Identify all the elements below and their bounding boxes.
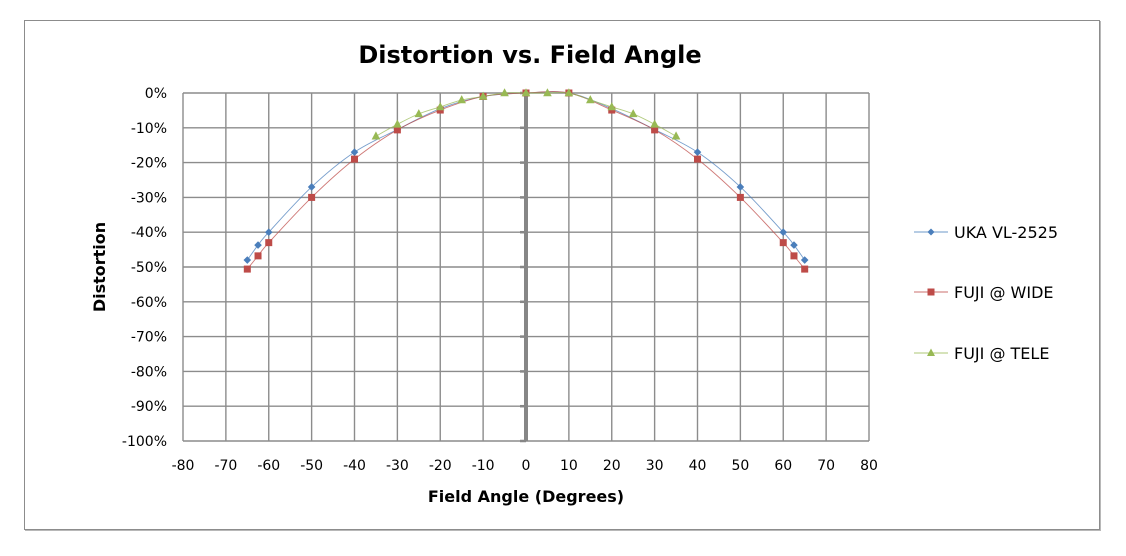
x-tick-label: -10	[472, 458, 495, 474]
data-point-diamond	[254, 241, 262, 249]
y-tick-label: -100%	[122, 434, 167, 450]
x-tick-label: -30	[386, 458, 409, 474]
data-point-square	[308, 193, 316, 201]
data-point-square	[243, 265, 251, 273]
data-point-triangle	[478, 91, 488, 100]
x-axis-title: Field Angle (Degrees)	[428, 487, 624, 506]
y-tick-label: -10%	[131, 121, 167, 137]
x-tick-label: -40	[343, 458, 366, 474]
x-tick-label: 60	[774, 458, 792, 474]
y-tick-label: -70%	[131, 330, 167, 346]
legend-label: UKA VL-2525	[954, 223, 1058, 242]
y-tick-label: -50%	[131, 260, 167, 276]
data-point-triangle	[521, 88, 531, 97]
data-point-square	[779, 239, 787, 247]
data-point-square	[801, 265, 809, 273]
y-tick-label: -90%	[131, 399, 167, 415]
data-point-triangle	[414, 109, 424, 118]
legend-label: FUJI @ TELE	[954, 344, 1049, 363]
x-tick-label: -20	[429, 458, 452, 474]
data-point-triangle	[607, 102, 617, 111]
data-point-diamond	[350, 148, 359, 156]
data-point-diamond	[800, 256, 809, 264]
data-point-triangle	[650, 119, 659, 128]
x-tick-label: 10	[560, 458, 578, 474]
legend-item: UKA VL-2525	[914, 223, 1058, 242]
data-point-diamond	[243, 256, 252, 264]
y-axis-line	[520, 91, 528, 443]
data-point-diamond	[779, 228, 788, 236]
x-tick-label: 40	[689, 458, 707, 474]
data-point-diamond	[264, 228, 273, 236]
y-axis-title: Distortion	[90, 222, 109, 312]
legend-item: FUJI @ WIDE	[914, 283, 1054, 302]
data-point-square	[393, 126, 401, 134]
data-point-triangle	[671, 131, 681, 140]
legend: UKA VL-2525 FUJI @ WIDE FUJI @ TELE	[914, 223, 1058, 363]
legend-item: FUJI @ TELE	[914, 344, 1049, 363]
data-point-diamond	[693, 148, 702, 156]
x-tick-labels: -80 -70 -60 -50 -40 -30 -20 -10 0 10 20 30 40 50 60 70 8…	[172, 458, 878, 474]
chart-title: Distortion vs. Field Angle	[358, 41, 701, 69]
y-tick-labels: 0% -10% -20% -30% -40% -50% -60% -70% -80% -90% -1…	[122, 86, 167, 450]
data-point-diamond	[736, 183, 745, 191]
data-point-diamond	[927, 228, 935, 236]
x-tick-label: -50	[300, 458, 323, 474]
data-point-square	[351, 155, 358, 163]
data-point-square	[265, 239, 273, 247]
data-point-triangle	[543, 88, 552, 97]
data-point-triangle	[927, 348, 935, 356]
x-tick-label: -60	[257, 458, 280, 474]
x-tick-label: 70	[817, 458, 835, 474]
y-tick-label: -30%	[131, 190, 167, 206]
x-tick-label: 20	[603, 458, 621, 474]
x-tick-label: 0	[522, 458, 531, 474]
data-point-triangle	[586, 95, 595, 104]
x-tick-label: -80	[172, 458, 195, 474]
data-point-triangle	[435, 102, 445, 111]
data-point-triangle	[371, 131, 381, 140]
x-tick-label: 80	[860, 458, 878, 474]
y-tick-label: -60%	[131, 295, 167, 311]
x-tick-label: 30	[646, 458, 664, 474]
data-point-square	[736, 193, 744, 201]
x-tick-label: 50	[731, 458, 749, 474]
y-tick-label: -20%	[131, 156, 167, 172]
data-point-square	[927, 288, 935, 296]
data-point-triangle	[628, 109, 638, 118]
series-fuji-tele	[371, 88, 681, 140]
data-point-square	[651, 126, 659, 134]
y-tick-label: -80%	[131, 364, 167, 380]
data-point-diamond	[790, 241, 798, 249]
data-point-square	[254, 252, 262, 260]
grid	[182, 92, 870, 442]
y-tick-label: -40%	[131, 225, 167, 241]
chart-frame	[24, 20, 1100, 530]
data-point-triangle	[564, 88, 574, 97]
series-group	[243, 88, 809, 273]
data-point-triangle	[500, 88, 509, 97]
x-tick-label: -70	[214, 458, 237, 474]
data-point-triangle	[393, 119, 402, 128]
data-point-square	[694, 155, 701, 163]
data-point-diamond	[307, 183, 316, 191]
legend-label: FUJI @ WIDE	[954, 283, 1054, 302]
data-point-triangle	[457, 95, 466, 104]
y-tick-label: 0%	[145, 86, 167, 102]
data-point-square	[790, 252, 798, 260]
